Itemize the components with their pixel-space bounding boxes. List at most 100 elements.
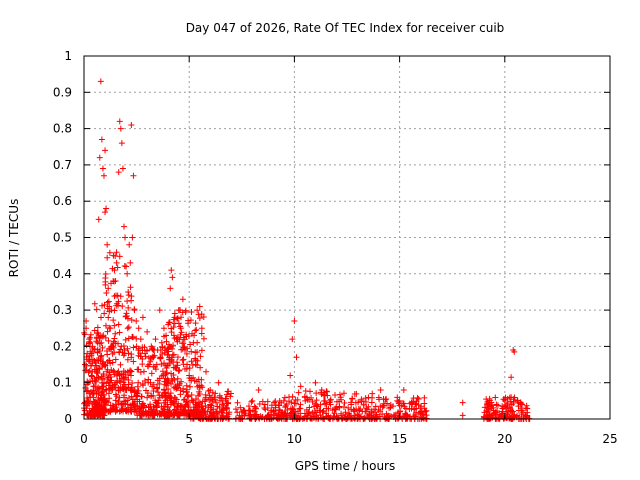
data-point	[141, 344, 148, 351]
data-point	[136, 405, 143, 412]
data-point	[508, 401, 515, 408]
data-point	[112, 391, 119, 398]
data-point	[371, 406, 378, 413]
data-point	[187, 383, 194, 390]
data-point	[125, 292, 132, 299]
data-point	[120, 371, 127, 378]
data-point	[295, 389, 302, 396]
data-point	[148, 393, 155, 400]
data-point	[86, 336, 93, 343]
data-point	[100, 404, 107, 411]
data-point	[104, 328, 111, 335]
data-point	[484, 405, 491, 412]
data-point	[291, 317, 298, 324]
data-point	[356, 407, 363, 414]
data-point	[169, 352, 176, 359]
data-point	[158, 339, 165, 346]
data-point	[340, 390, 347, 397]
data-point	[415, 401, 422, 408]
data-point	[506, 413, 513, 420]
data-point	[116, 349, 123, 356]
data-point	[510, 398, 517, 405]
data-point	[283, 401, 290, 408]
y-tick-label: 1	[64, 49, 72, 63]
data-point	[194, 412, 201, 419]
data-point	[212, 390, 219, 397]
data-point	[175, 307, 182, 314]
data-point	[346, 413, 353, 420]
data-point	[313, 390, 320, 397]
data-point	[336, 403, 343, 410]
data-point	[117, 293, 124, 300]
data-point	[104, 375, 111, 382]
data-point	[165, 404, 172, 411]
data-point	[178, 402, 185, 409]
data-point	[198, 311, 205, 318]
data-point	[130, 344, 137, 351]
y-tick-label: 0.7	[53, 158, 72, 172]
data-point	[93, 408, 100, 415]
data-point	[177, 403, 184, 410]
data-point	[147, 355, 154, 362]
data-point	[150, 412, 157, 419]
data-point	[101, 310, 108, 317]
data-point	[188, 348, 195, 355]
data-point	[146, 361, 153, 368]
data-point	[108, 386, 115, 393]
data-point	[202, 396, 209, 403]
chart-title: Day 047 of 2026, Rate Of TEC Index for r…	[186, 21, 505, 35]
data-point	[93, 306, 100, 313]
data-point	[158, 361, 165, 368]
data-point	[126, 241, 133, 248]
data-point	[256, 401, 263, 408]
data-point	[176, 367, 183, 374]
data-point	[162, 362, 169, 369]
data-point	[108, 377, 115, 384]
data-point	[102, 281, 109, 288]
data-point	[208, 409, 215, 416]
data-point	[493, 401, 500, 408]
data-point	[313, 402, 320, 409]
data-point	[111, 371, 118, 378]
data-point	[165, 411, 172, 418]
data-point	[154, 347, 161, 354]
data-point	[522, 405, 529, 412]
data-point	[121, 392, 128, 399]
data-point	[421, 408, 428, 415]
data-point	[181, 365, 188, 372]
data-point	[288, 409, 295, 416]
data-point	[115, 169, 122, 176]
data-point	[88, 372, 95, 379]
data-point	[183, 386, 190, 393]
data-point	[186, 365, 193, 372]
data-point	[489, 402, 496, 409]
data-point	[93, 368, 100, 375]
data-point	[141, 403, 148, 410]
data-point	[196, 303, 203, 310]
data-point	[107, 407, 114, 414]
data-point	[170, 411, 177, 418]
data-point	[219, 397, 226, 404]
data-point	[111, 293, 118, 300]
data-point	[178, 378, 185, 385]
data-point	[112, 397, 119, 404]
data-point	[236, 414, 243, 421]
data-point	[147, 411, 154, 418]
data-point	[288, 399, 295, 406]
data-point	[102, 209, 109, 216]
data-point	[503, 402, 510, 409]
data-point	[114, 377, 121, 384]
data-point	[323, 388, 330, 395]
data-point	[106, 249, 113, 256]
data-point	[98, 314, 105, 321]
data-point	[197, 353, 204, 360]
data-point	[162, 389, 169, 396]
data-point	[105, 337, 112, 344]
data-point	[84, 350, 91, 357]
data-point	[87, 331, 94, 338]
data-point	[213, 399, 220, 406]
data-point	[205, 404, 212, 411]
data-point	[81, 399, 88, 406]
data-point	[159, 368, 166, 375]
y-tick-label: 0.6	[53, 194, 72, 208]
